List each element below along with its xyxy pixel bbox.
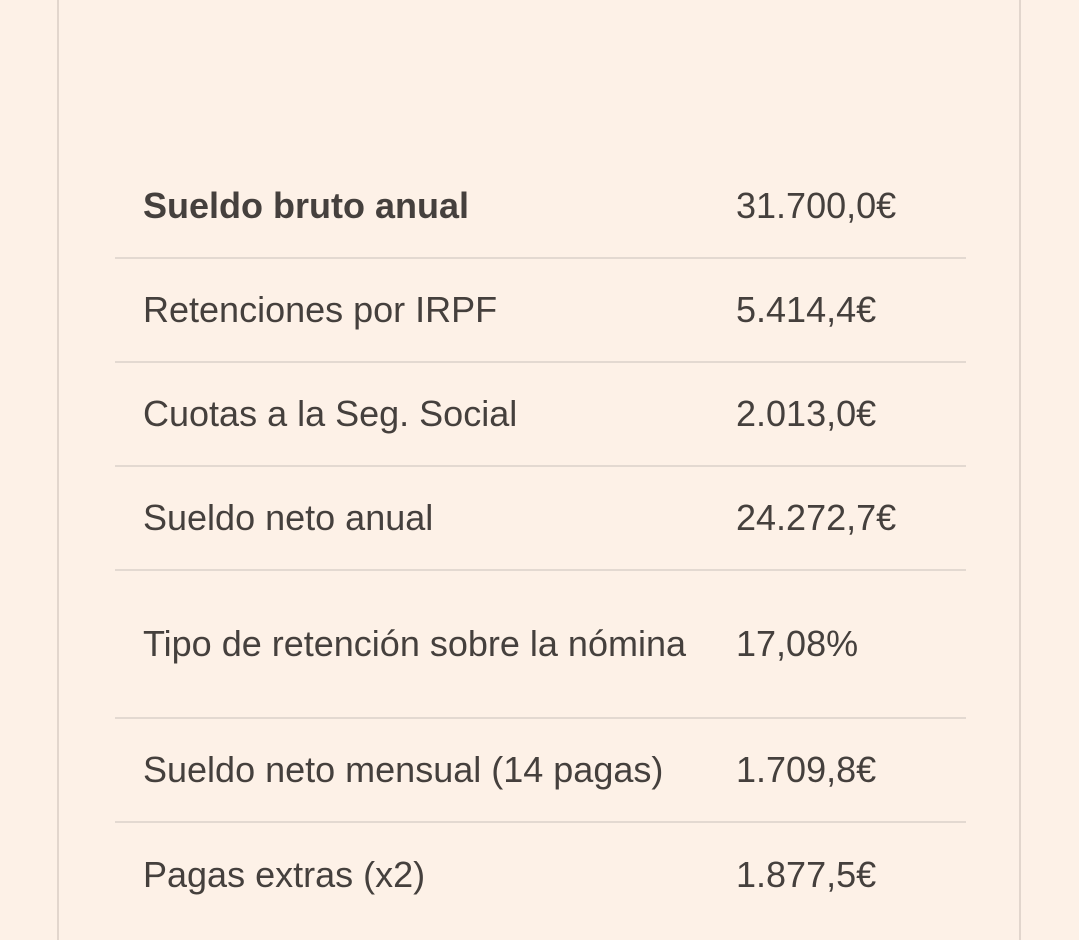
row-label: Cuotas a la Seg. Social — [143, 393, 518, 434]
table-row: Sueldo bruto anual 31.700,0€ — [115, 154, 966, 258]
row-value: 5.414,4€ — [736, 289, 877, 330]
table-row: Sueldo neto anual 24.272,7€ — [115, 466, 966, 570]
table-row: Pagas extras (x2) 1.877,5€ — [115, 822, 966, 926]
row-label: Sueldo neto anual — [143, 497, 434, 538]
table-row: Retenciones por IRPF 5.414,4€ — [115, 258, 966, 362]
row-label: Sueldo bruto anual — [143, 184, 470, 226]
row-label: Pagas extras (x2) — [143, 853, 426, 895]
row-label: Tipo de retención sobre la nómina — [143, 623, 686, 664]
row-value: 1.877,5€ — [736, 853, 877, 895]
table-row: Sueldo neto mensual (14 pagas) 1.709,8€ — [115, 718, 966, 822]
row-label: Retenciones por IRPF — [143, 289, 498, 330]
row-value: 31.700,0€ — [736, 184, 897, 226]
row-value: 24.272,7€ — [736, 497, 897, 538]
row-value: 17,08% — [736, 623, 859, 664]
row-value: 1.709,8€ — [736, 749, 877, 790]
row-label: Sueldo neto mensual (14 pagas) — [143, 749, 664, 790]
row-value: 2.013,0€ — [736, 393, 877, 434]
table-row: Tipo de retención sobre la nómina 17,08% — [115, 570, 966, 718]
content-card — [57, 0, 1021, 940]
table-row: Cuotas a la Seg. Social 2.013,0€ — [115, 362, 966, 466]
salary-table: Sueldo bruto anual 31.700,0€ Retenciones… — [115, 154, 966, 926]
